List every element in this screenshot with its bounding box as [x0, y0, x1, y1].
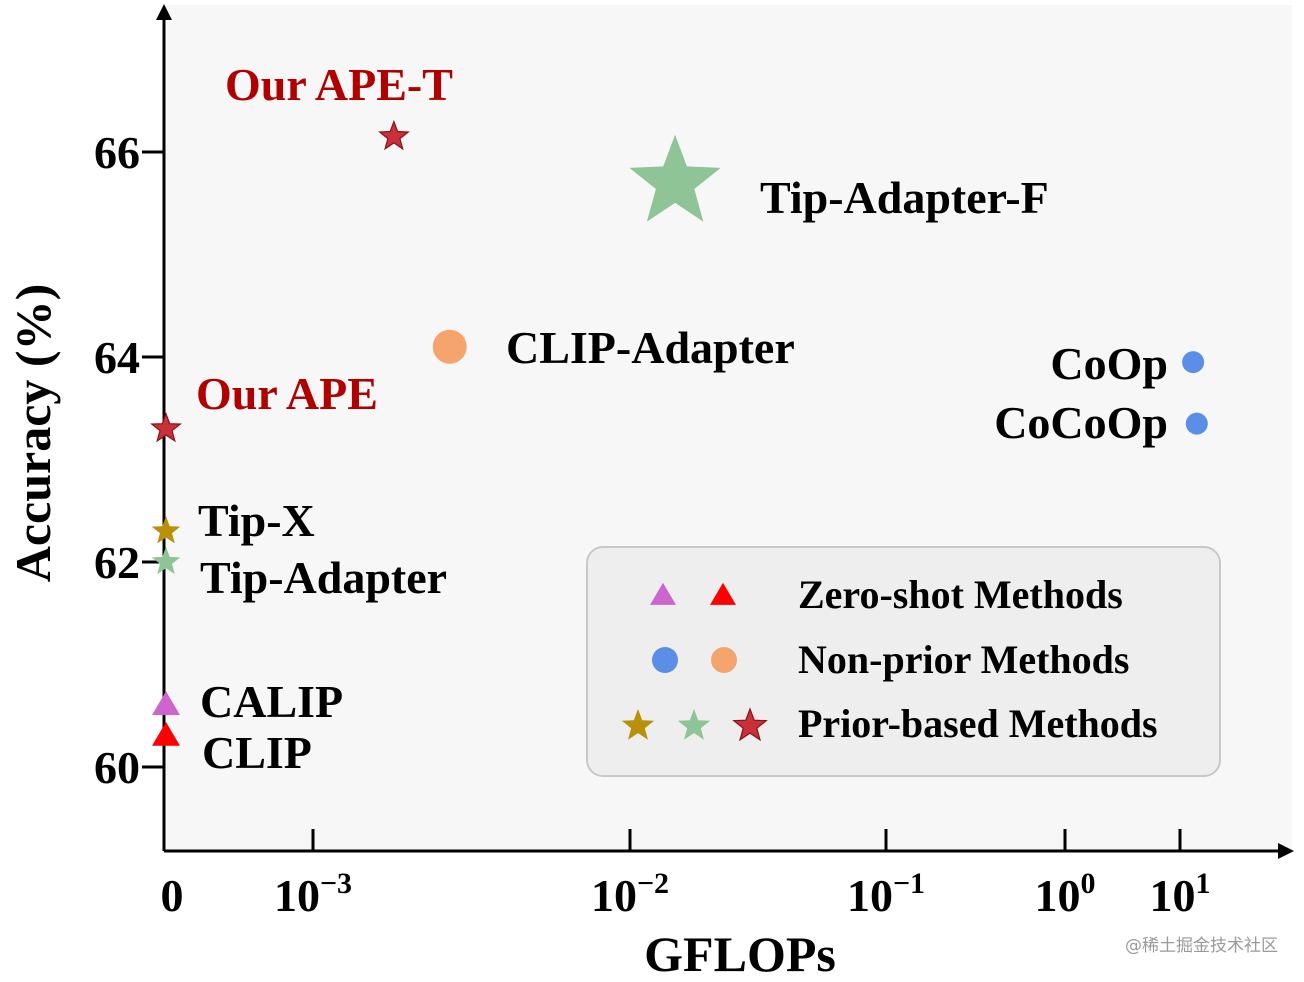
point-tip-adapter-f	[629, 134, 721, 222]
label-clip: CLIP	[202, 727, 312, 778]
point-clip-adapter	[432, 329, 467, 364]
y-tick-label-60: 60	[94, 742, 140, 793]
watermark: @稀土掘金技术社区	[1125, 936, 1278, 956]
label-cocoop: CoCoOp	[994, 397, 1168, 448]
legend-marker-triangle	[650, 582, 676, 605]
point-clip	[152, 721, 180, 746]
y-axis-title: Accuracy (%)	[5, 284, 61, 583]
label-coop: CoOp	[1050, 338, 1168, 389]
label-calip: CALIP	[200, 676, 343, 727]
point-cocoop	[1185, 412, 1208, 435]
legend-marker-circle	[711, 647, 737, 673]
point-our-ape	[150, 412, 182, 443]
point-coop	[1182, 351, 1205, 374]
label-our-ape-t: Our APE-T	[225, 59, 453, 110]
legend-frame	[586, 546, 1221, 777]
label-our-ape: Our APE	[196, 368, 378, 419]
legend-label-zero-shot: Zero-shot Methods	[798, 572, 1123, 617]
point-our-ape-t	[378, 119, 410, 151]
x-tick-label-100: 100	[1035, 867, 1096, 921]
x-tick-label-10-2: 10−2	[591, 867, 669, 921]
legend-marker-star	[621, 709, 655, 740]
point-calip	[152, 691, 180, 716]
label-clip-adapter: CLIP-Adapter	[506, 322, 795, 373]
x-tick-label-10-1: 10−1	[847, 867, 925, 921]
x-tick-label-101: 101	[1150, 867, 1211, 921]
y-tick-label-62: 62	[94, 537, 140, 588]
x-axis-arrow	[1278, 843, 1294, 859]
y-axis-arrow	[156, 4, 172, 20]
legend-label-prior-based: Prior-based Methods	[798, 701, 1158, 746]
label-tip-adapter-f: Tip-Adapter-F	[760, 172, 1049, 223]
legend-marker-star	[677, 709, 711, 740]
point-tip-adapter	[151, 547, 181, 575]
y-tick-label-64: 64	[94, 332, 140, 383]
x-axis-title: GFLOPs	[644, 926, 836, 982]
legend-marker-star	[732, 707, 768, 742]
legend: Zero-shot Methods Non-prior Methods Prio…	[586, 546, 1221, 777]
point-tip-x	[151, 516, 181, 544]
y-tick-label-66: 66	[94, 127, 140, 178]
x-tick-label-10-3: 10−3	[274, 867, 352, 921]
label-tip-x: Tip-X	[198, 495, 315, 546]
label-tip-adapter: Tip-Adapter	[200, 552, 447, 603]
x-tick-label-0: 0	[161, 870, 184, 921]
legend-marker-circle	[652, 647, 678, 673]
legend-label-non-prior: Non-prior Methods	[798, 637, 1129, 682]
legend-marker-triangle	[710, 582, 736, 605]
